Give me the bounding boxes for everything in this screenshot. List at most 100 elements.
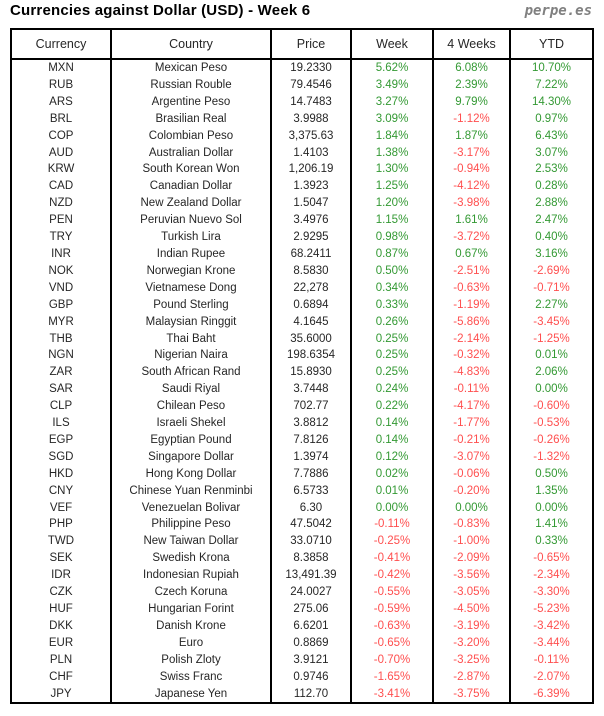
currency-code-cell: HUF xyxy=(10,601,112,618)
week-change-cell: 1.15% xyxy=(350,212,434,230)
price-cell: 22,278 xyxy=(270,279,352,297)
ytd-change-cell: 2.27% xyxy=(509,296,594,314)
four-weeks-change-cell: -0.83% xyxy=(432,516,511,534)
week-change-cell: 5.62% xyxy=(350,59,434,77)
table-row: SGD Singapore Dollar 1.3974 0.12% -3.07% -1.3… xyxy=(10,448,594,466)
four-weeks-change-cell: -2.14% xyxy=(432,330,511,348)
week-change-cell: 0.98% xyxy=(350,229,434,246)
page-title: Currencies against Dollar (USD) - Week 6 xyxy=(10,2,311,19)
four-weeks-change-cell: -3.75% xyxy=(432,685,511,704)
ytd-change-cell: -2.07% xyxy=(509,668,594,686)
ytd-change-cell: -1.25% xyxy=(509,330,594,348)
four-weeks-change-cell: -0.94% xyxy=(432,161,511,179)
country-cell: Danish Krone xyxy=(110,617,272,635)
country-cell: Egyptian Pound xyxy=(110,431,272,449)
ytd-change-cell: 0.40% xyxy=(509,229,594,246)
week-change-cell: 0.01% xyxy=(350,482,434,500)
four-weeks-change-cell: -3.17% xyxy=(432,144,511,162)
week-change-cell: -0.63% xyxy=(350,617,434,635)
country-cell: Vietnamese Dong xyxy=(110,279,272,297)
week-change-cell: 0.14% xyxy=(350,431,434,449)
country-cell: Chilean Peso xyxy=(110,398,272,416)
four-weeks-change-cell: -0.32% xyxy=(432,347,511,365)
currency-code-cell: SAR xyxy=(10,381,112,399)
week-change-cell: 1.30% xyxy=(350,161,434,179)
country-cell: Hong Kong Dollar xyxy=(110,465,272,483)
table-header: Currency Country Price Week 4 Weeks YTD xyxy=(10,29,594,60)
week-change-cell: 1.20% xyxy=(350,195,434,213)
table-row: MYR Malaysian Ringgit 4.1645 0.26% -5.86% -3.… xyxy=(10,313,594,331)
table-row: PHP Philippine Peso 47.5042 -0.11% -0.83% 1.4… xyxy=(10,516,594,534)
ytd-change-cell: 0.97% xyxy=(509,110,594,128)
perpe-logo: perpe.es xyxy=(524,3,592,19)
week-change-cell: -0.11% xyxy=(350,516,434,534)
currency-code-cell: BRL xyxy=(10,110,112,128)
price-cell: 198.6354 xyxy=(270,347,352,365)
currency-code-cell: PHP xyxy=(10,516,112,534)
country-cell: Singapore Dollar xyxy=(110,448,272,466)
four-weeks-change-cell: -0.11% xyxy=(432,381,511,399)
country-cell: Norwegian Krone xyxy=(110,262,272,280)
table-row: EUR Euro 0.8869 -0.65% -3.20% -3.44% xyxy=(10,634,594,652)
table-row: PLN Polish Zloty 3.9121 -0.70% -3.25% -0.11% xyxy=(10,651,594,669)
country-cell: Nigerian Naira xyxy=(110,347,272,365)
currency-code-cell: HKD xyxy=(10,465,112,483)
ytd-change-cell: 7.22% xyxy=(509,76,594,94)
price-cell: 47.5042 xyxy=(270,516,352,534)
currency-code-cell: CZK xyxy=(10,584,112,601)
country-cell: Czech Koruna xyxy=(110,584,272,601)
table-row: BRL Brasilian Real 3.9988 3.09% -1.12% 0.97% xyxy=(10,110,594,128)
week-change-cell: 1.84% xyxy=(350,127,434,145)
four-weeks-change-cell: 0.00% xyxy=(432,499,511,517)
ytd-change-cell: 1.41% xyxy=(509,516,594,534)
week-change-cell: 3.49% xyxy=(350,76,434,94)
currency-code-cell: CAD xyxy=(10,178,112,196)
four-weeks-change-cell: -0.63% xyxy=(432,279,511,297)
ytd-change-cell: -3.45% xyxy=(509,313,594,331)
currency-code-cell: PLN xyxy=(10,651,112,669)
currency-code-cell: CHF xyxy=(10,668,112,686)
ytd-change-cell: -1.32% xyxy=(509,448,594,466)
table-row: RUB Russian Rouble 79.4546 3.49% 2.39% 7.22% xyxy=(10,76,594,94)
ytd-change-cell: 0.50% xyxy=(509,465,594,483)
price-cell: 3.8812 xyxy=(270,415,352,432)
price-cell: 14.7483 xyxy=(270,93,352,111)
table-body: MXN Mexican Peso 19.2330 5.62% 6.08% 10.70% RU… xyxy=(10,59,594,704)
ytd-change-cell: 0.01% xyxy=(509,347,594,365)
title-bar: Currencies against Dollar (USD) - Week 6… xyxy=(10,2,592,19)
currency-code-cell: DKK xyxy=(10,617,112,635)
ytd-change-cell: 10.70% xyxy=(509,59,594,77)
ytd-change-cell: -0.11% xyxy=(509,651,594,669)
table-row: ARS Argentine Peso 14.7483 3.27% 9.79% 14.30% xyxy=(10,93,594,111)
four-weeks-change-cell: -0.06% xyxy=(432,465,511,483)
table-row: CLP Chilean Peso 702.77 0.22% -4.17% -0.60% xyxy=(10,398,594,416)
four-weeks-change-cell: -3.98% xyxy=(432,195,511,213)
week-change-cell: -0.65% xyxy=(350,634,434,652)
ytd-change-cell: -0.71% xyxy=(509,279,594,297)
week-change-cell: 0.25% xyxy=(350,364,434,382)
ytd-change-cell: -3.30% xyxy=(509,584,594,601)
table-row: CZK Czech Koruna 24.0027 -0.55% -3.05% -3.30% xyxy=(10,584,594,601)
country-cell: Mexican Peso xyxy=(110,59,272,77)
price-cell: 8.3858 xyxy=(270,550,352,568)
ytd-change-cell: 0.33% xyxy=(509,533,594,551)
price-cell: 24.0027 xyxy=(270,584,352,601)
ytd-change-cell: 3.16% xyxy=(509,245,594,263)
table-row: MXN Mexican Peso 19.2330 5.62% 6.08% 10.70% xyxy=(10,59,594,77)
table-row: ILS Israeli Shekel 3.8812 0.14% -1.77% -0.53% xyxy=(10,415,594,432)
ytd-change-cell: -5.23% xyxy=(509,601,594,618)
table-row: HUF Hungarian Forint 275.06 -0.59% -4.50% -5.… xyxy=(10,601,594,618)
table-row: VND Vietnamese Dong 22,278 0.34% -0.63% -0.71… xyxy=(10,279,594,297)
price-cell: 33.0710 xyxy=(270,533,352,551)
table-row: HKD Hong Kong Dollar 7.7886 0.02% -0.06% 0.50… xyxy=(10,465,594,483)
currency-code-cell: ILS xyxy=(10,415,112,432)
currency-code-cell: VEF xyxy=(10,499,112,517)
price-cell: 6.30 xyxy=(270,499,352,517)
week-change-cell: 0.24% xyxy=(350,381,434,399)
four-weeks-change-cell: -4.50% xyxy=(432,601,511,618)
table-row: DKK Danish Krone 6.6201 -0.63% -3.19% -3.42% xyxy=(10,617,594,635)
price-cell: 0.8869 xyxy=(270,634,352,652)
week-change-cell: -0.70% xyxy=(350,651,434,669)
country-cell: Hungarian Forint xyxy=(110,601,272,618)
country-cell: Peruvian Nuevo Sol xyxy=(110,212,272,230)
